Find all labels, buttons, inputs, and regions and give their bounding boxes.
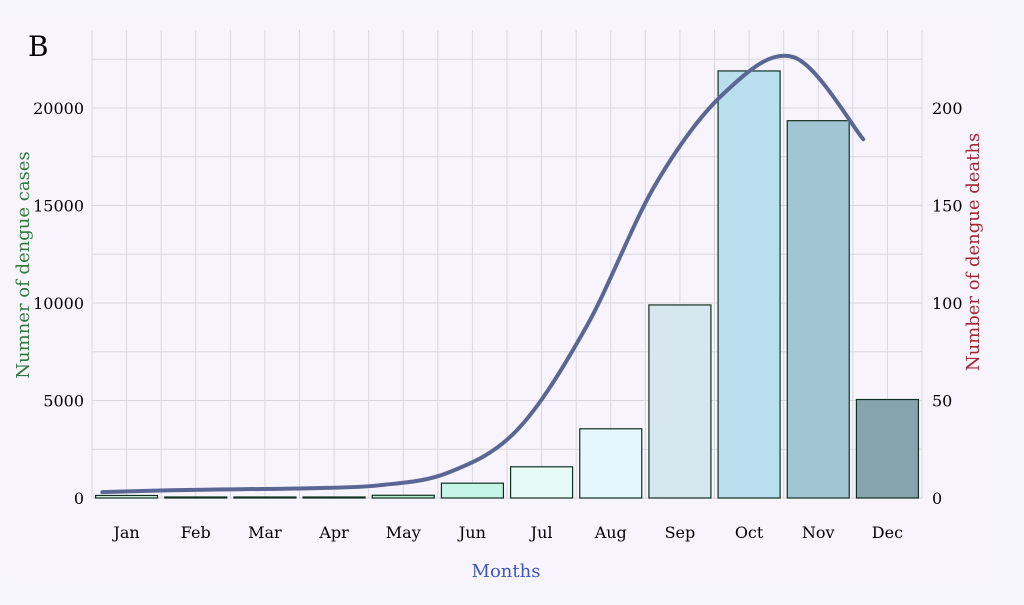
y2-tick-label: 150 (932, 197, 963, 216)
x-tick-label: May (386, 523, 421, 542)
left-y-axis-label: Numner of dengue cases (13, 151, 34, 378)
bar-may (371, 494, 435, 499)
x-tick-label: Jun (457, 523, 486, 542)
x-ticks: Jan Feb Mar Apr May Jun Jul Aug Sep Oct Nov Dec (111, 523, 903, 542)
x-tick-label: Dec (872, 523, 903, 542)
bar-aug (579, 428, 643, 499)
line-series (100, 53, 866, 495)
bar-jan (94, 494, 159, 499)
bar-jun (440, 482, 505, 499)
y-tick-label: 20000 (33, 99, 84, 118)
bar-dec (855, 398, 920, 499)
y2-tick-label: 50 (932, 392, 952, 411)
x-axis-label: Months (472, 561, 541, 582)
x-tick-label: Feb (181, 523, 211, 542)
x-tick-label: Aug (594, 523, 627, 542)
y-tick-label: 10000 (33, 294, 84, 313)
bar-series (94, 70, 920, 499)
x-tick-label: Jul (529, 523, 553, 542)
bar-nov (786, 120, 850, 499)
bar-feb (164, 496, 228, 499)
panel-label: B (28, 30, 49, 63)
y-tick-label: 5000 (43, 392, 84, 411)
bar-oct (717, 70, 781, 499)
bar-sep (648, 304, 712, 499)
bar-jul (509, 466, 574, 499)
deaths-line (100, 53, 866, 495)
x-tick-label: Oct (735, 523, 764, 542)
bar-apr (302, 496, 366, 499)
left-y-ticks: 0 5000 10000 15000 20000 (33, 99, 84, 508)
bar-mar (233, 496, 297, 499)
right-y-axis-label: Number of dengue deaths (963, 133, 984, 371)
y2-tick-label: 200 (932, 99, 963, 118)
y-tick-label: 15000 (33, 197, 84, 216)
x-tick-label: Jan (111, 523, 139, 542)
right-y-ticks: 0 50 100 150 200 (932, 99, 963, 508)
x-tick-label: Apr (318, 523, 349, 542)
x-tick-label: Sep (665, 523, 696, 542)
y-tick-label: 0 (74, 489, 84, 508)
x-tick-label: Nov (802, 523, 835, 542)
y2-tick-label: 0 (932, 489, 942, 508)
y2-tick-label: 100 (932, 294, 963, 313)
x-tick-label: Mar (248, 523, 282, 542)
